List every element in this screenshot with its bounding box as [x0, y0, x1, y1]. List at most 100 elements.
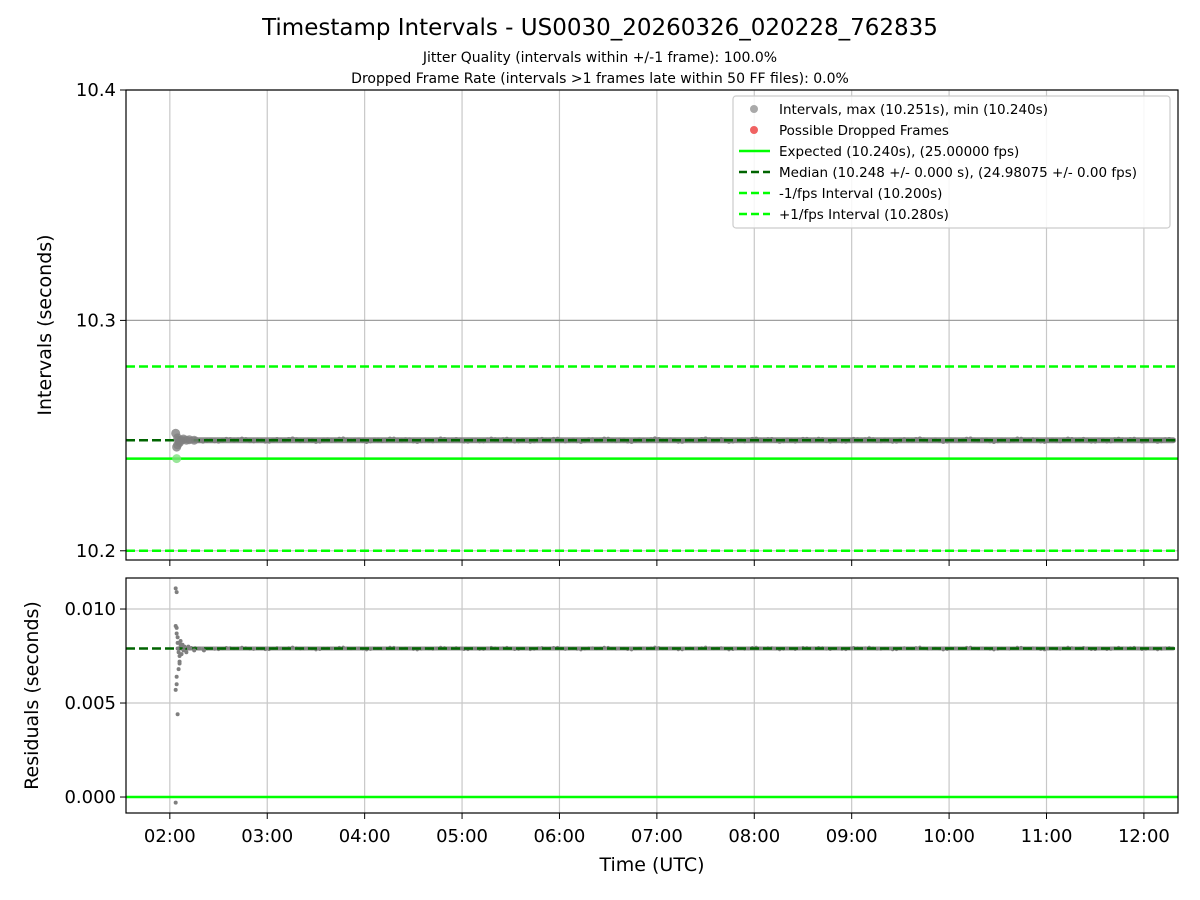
xtick-label-11:00: 11:00 — [1021, 826, 1073, 847]
residuals-data-layer — [126, 586, 1178, 805]
intervals-data-layer — [126, 365, 1178, 553]
residuals-band-point — [602, 645, 606, 649]
legend-marker-0 — [750, 105, 758, 113]
residuals-band-point — [446, 646, 451, 651]
intervals-band-point — [251, 438, 257, 444]
residuals-band-point — [435, 646, 439, 650]
residuals-band-point — [213, 647, 217, 651]
residuals-point — [182, 644, 187, 649]
residuals-band-point — [719, 646, 723, 650]
residuals-band-point — [1097, 647, 1101, 651]
residuals-ytick-label: 0.005 — [64, 693, 116, 714]
xtick-label-06:00: 06:00 — [534, 826, 586, 847]
xtick-label-07:00: 07:00 — [631, 826, 683, 847]
residuals-band-point — [836, 646, 840, 651]
residuals-band-point — [590, 646, 595, 650]
intervals-band-point — [473, 437, 479, 443]
residuals-point — [201, 648, 206, 653]
residuals-band-point — [329, 647, 334, 651]
intervals-band-point — [434, 437, 440, 443]
residuals-point — [173, 586, 178, 591]
intervals-band-point — [368, 438, 373, 444]
residuals-band-point — [396, 646, 400, 650]
residuals-band-point — [1070, 646, 1074, 650]
residuals-band-point — [746, 647, 751, 651]
residuals-band-point — [485, 646, 489, 650]
intervals-ylabel: Intervals (seconds) — [34, 234, 56, 415]
x-axis: 02:00 03:00 04:00 05:00 06:00 07:00 08:00 09:00… — [144, 826, 1170, 876]
residuals-band-point — [1136, 646, 1140, 651]
legend-label-0: Intervals, max (10.251s), min (10.240s) — [779, 102, 1048, 118]
xtick-label-03:00: 03:00 — [241, 826, 293, 847]
residuals-band-point — [902, 646, 906, 650]
legend-label-4: -1/fps Interval (10.200s) — [779, 186, 942, 202]
intervals-band-point — [1096, 437, 1102, 443]
residuals-point — [197, 646, 202, 651]
residuals-band-point — [1058, 647, 1062, 651]
intervals-band-point — [1135, 437, 1141, 443]
intervals-band-point — [629, 439, 634, 444]
intervals-band-point — [512, 438, 518, 444]
residuals-point — [188, 646, 193, 651]
residuals-band-point — [992, 648, 996, 652]
residuals-point — [177, 661, 182, 666]
residuals-band-point — [707, 646, 712, 650]
intervals-band-point — [290, 436, 295, 442]
residuals-ytick-label: 0.000 — [64, 787, 116, 808]
residuals-band-point — [1019, 645, 1023, 650]
residuals-band-point — [758, 646, 762, 650]
jitter-quality-subtitle: Jitter Quality (intervals within +/-1 fr… — [422, 50, 778, 66]
residuals-point — [173, 687, 178, 692]
residuals-point — [179, 652, 184, 657]
intervals-band-point — [862, 437, 868, 443]
residuals-band-point — [914, 646, 918, 650]
legend-label-2: Expected (10.240s), (25.00000 fps) — [779, 144, 1019, 160]
intervals-band-point — [940, 439, 946, 444]
xtick-label-12:00: 12:00 — [1118, 826, 1170, 847]
intervals-band-point — [523, 438, 529, 443]
intervals-band-point — [212, 438, 218, 444]
intervals-point — [189, 435, 199, 445]
intervals-ytick-label: 10.4 — [76, 80, 116, 101]
residuals-band-point — [863, 646, 867, 650]
intervals-band-point — [551, 436, 557, 442]
residuals-band-point — [797, 647, 801, 651]
intervals-band-point — [823, 438, 829, 444]
intervals-band-point — [707, 437, 712, 443]
residuals-band-point — [785, 646, 789, 651]
residuals-band-point — [552, 645, 556, 650]
residuals-point — [176, 667, 181, 672]
residuals-point — [176, 650, 181, 655]
residuals-point — [173, 800, 178, 805]
residuals-band-point — [524, 647, 528, 651]
residuals-band-point — [875, 647, 879, 651]
residuals-band-point — [941, 648, 945, 652]
residuals-band-point — [318, 647, 322, 652]
residuals-band-point — [953, 646, 957, 650]
chart-title: Timestamp Intervals - US0030_20260326_02… — [262, 15, 938, 41]
residuals-band-point — [407, 646, 412, 650]
residuals-point — [174, 682, 179, 687]
intervals-band-point — [784, 437, 790, 443]
intervals-band-point — [407, 437, 412, 443]
intervals-band-point — [329, 437, 334, 443]
intervals-band-point — [640, 437, 646, 443]
residuals-ytick-label: 0.010 — [64, 599, 116, 620]
residuals-band-point — [668, 646, 673, 650]
legend: Intervals, max (10.251s), min (10.240s) P… — [732, 95, 1171, 229]
residuals-point — [174, 674, 179, 679]
residuals-point — [192, 648, 197, 653]
xtick-label-08:00: 08:00 — [728, 826, 780, 847]
residuals-band-point — [629, 648, 634, 652]
residuals-point — [181, 648, 186, 653]
xtick-label-02:00: 02:00 — [144, 826, 196, 847]
residuals-point — [178, 638, 183, 643]
residuals-band-point — [563, 647, 567, 651]
residuals-band-point — [240, 645, 244, 649]
x-axis-label: Time (UTC) — [598, 854, 704, 876]
residuals-point — [175, 640, 180, 645]
legend-label-3: Median (10.248 +/- 0.000 s), (24.98075 +… — [779, 165, 1137, 181]
legend-marker-1 — [750, 126, 758, 134]
intervals-plot: 10.2 10.3 10.4 Intervals (seconds) Intervals… — [34, 80, 1179, 566]
